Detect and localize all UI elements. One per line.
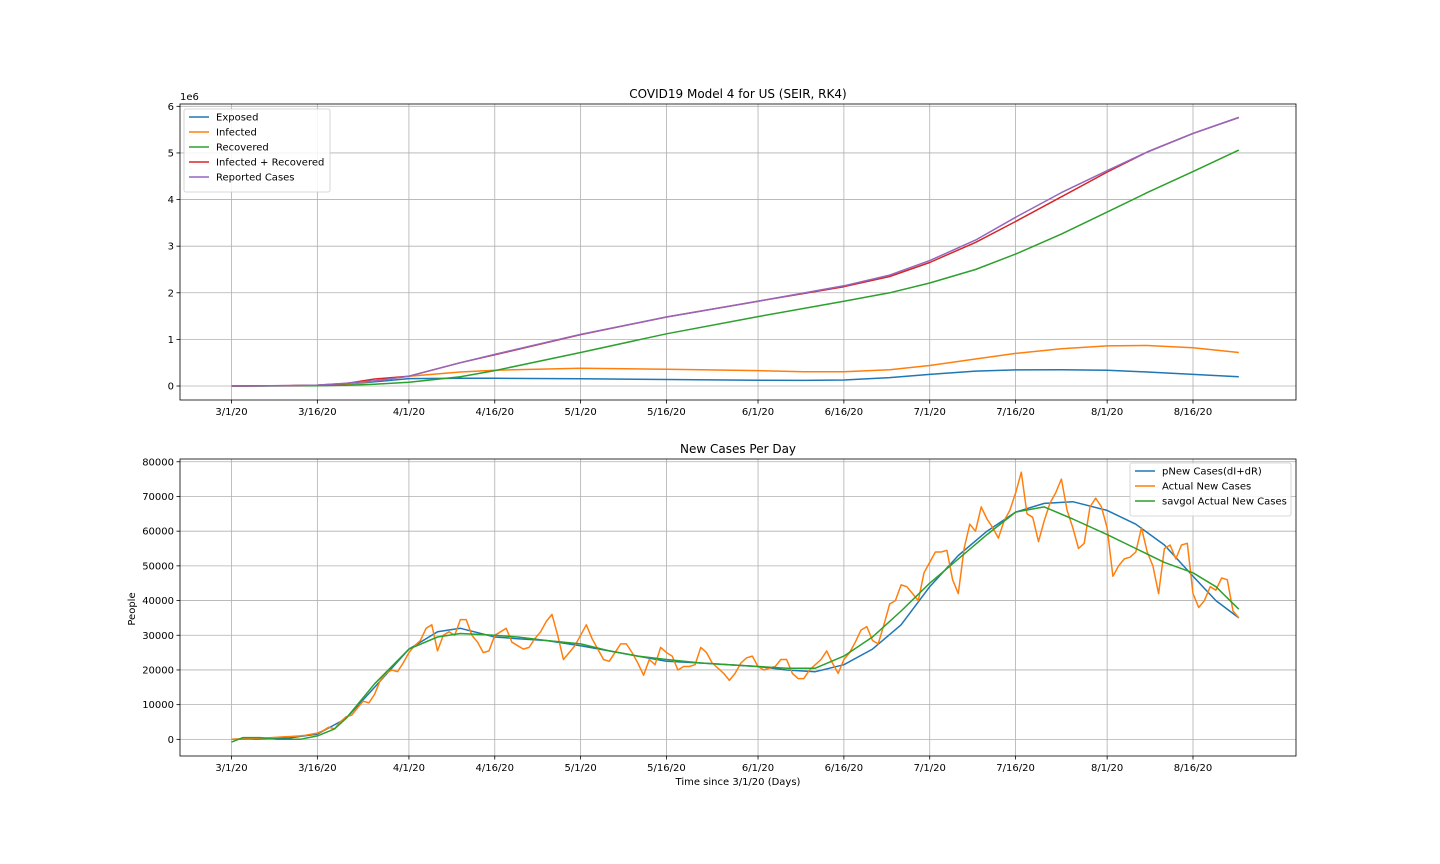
model-x-tick-label: 3/16/20: [298, 407, 337, 418]
model-legend-label: Exposed: [216, 113, 258, 124]
model-x-tick-label: 8/16/20: [1174, 407, 1213, 418]
new-cases-y-tick-label: 30000: [142, 631, 174, 642]
new-cases-chart: New Cases Per Day Time since 3/1/20 (Day…: [127, 442, 1297, 788]
new-cases-legend-label: savgol Actual New Cases: [1162, 497, 1287, 508]
model-x-tick-label: 6/16/20: [825, 407, 864, 418]
model-legend: [183, 108, 331, 193]
new-cases-x-axis-label: Time since 3/1/20 (Days): [675, 777, 801, 788]
model-x-tick-label: 6/1/20: [742, 407, 774, 418]
new-cases-legend-label: Actual New Cases: [1162, 482, 1251, 493]
model-y-tick-label: 2: [168, 288, 174, 299]
model-series-line-2: [231, 149, 1240, 387]
new-cases-x-tick-label: 4/1/20: [393, 763, 425, 774]
new-cases-x-tick-label: 6/16/20: [825, 763, 864, 774]
new-cases-x-tick-label: 5/16/20: [647, 763, 686, 774]
new-cases-y-tick-label: 50000: [142, 561, 174, 572]
model-x-tick-label: 4/16/20: [475, 407, 514, 418]
new-cases-series-line-1: [231, 471, 1240, 741]
new-cases-x-tick-label: 6/1/20: [742, 763, 774, 774]
new-cases-y-tick-label: 80000: [142, 457, 174, 468]
new-cases-x-tick-label: 8/16/20: [1174, 763, 1213, 774]
model-chart: COVID19 Model 4 for US (SEIR, RK4) 3/1/2…: [168, 87, 1297, 418]
model-x-tick-label: 8/1/20: [1091, 407, 1123, 418]
model-y-tick-label: 0: [168, 382, 174, 393]
model-x-tick-label: 5/16/20: [647, 407, 686, 418]
new-cases-chart-title: New Cases Per Day: [680, 442, 796, 456]
new-cases-y-axis-label: People: [127, 592, 138, 625]
model-x-tick-label: 5/1/20: [565, 407, 597, 418]
new-cases-legend-label: pNew Cases(dI+dR): [1162, 467, 1262, 478]
new-cases-plot-frame: [179, 458, 1297, 757]
new-cases-x-tick-label: 7/16/20: [996, 763, 1035, 774]
new-cases-y-tick-label: 40000: [142, 596, 174, 607]
model-series-line-4: [231, 116, 1240, 387]
model-x-tick-label: 7/1/20: [914, 407, 946, 418]
new-cases-x-tick-label: 3/16/20: [298, 763, 337, 774]
model-x-tick-label: 7/16/20: [996, 407, 1035, 418]
new-cases-y-tick-label: 10000: [142, 700, 174, 711]
model-series-line-3: [231, 116, 1240, 387]
new-cases-series-line-2: [231, 506, 1240, 743]
model-legend-label: Infected: [216, 128, 257, 139]
model-y-tick-label: 4: [168, 195, 174, 206]
new-cases-x-tick-label: 8/1/20: [1091, 763, 1123, 774]
new-cases-y-tick-label: 60000: [142, 527, 174, 538]
model-legend-label: Reported Cases: [216, 173, 295, 184]
model-chart-title: COVID19 Model 4 for US (SEIR, RK4): [629, 87, 846, 101]
new-cases-legend: [1129, 462, 1292, 517]
new-cases-y-tick-label: 20000: [142, 665, 174, 676]
model-y-tick-label: 3: [168, 242, 174, 253]
new-cases-series-line-0: [231, 500, 1240, 741]
new-cases-x-tick-label: 4/16/20: [475, 763, 514, 774]
new-cases-x-tick-label: 3/1/20: [215, 763, 247, 774]
new-cases-x-tick-label: 7/1/20: [914, 763, 946, 774]
new-cases-y-tick-label: 70000: [142, 492, 174, 503]
model-y-tick-label: 6: [168, 102, 174, 113]
model-plot-frame: [179, 103, 1297, 401]
new-cases-y-tick-label: 0: [168, 735, 174, 746]
new-cases-x-tick-label: 5/1/20: [565, 763, 597, 774]
model-x-tick-label: 3/1/20: [215, 407, 247, 418]
model-y-offset-text: 1e6: [180, 92, 199, 103]
model-x-tick-label: 4/1/20: [393, 407, 425, 418]
model-legend-label: Infected + Recovered: [216, 158, 324, 169]
model-legend-label: Recovered: [216, 143, 269, 154]
model-y-tick-label: 5: [168, 148, 174, 159]
model-y-tick-label: 1: [168, 335, 174, 346]
